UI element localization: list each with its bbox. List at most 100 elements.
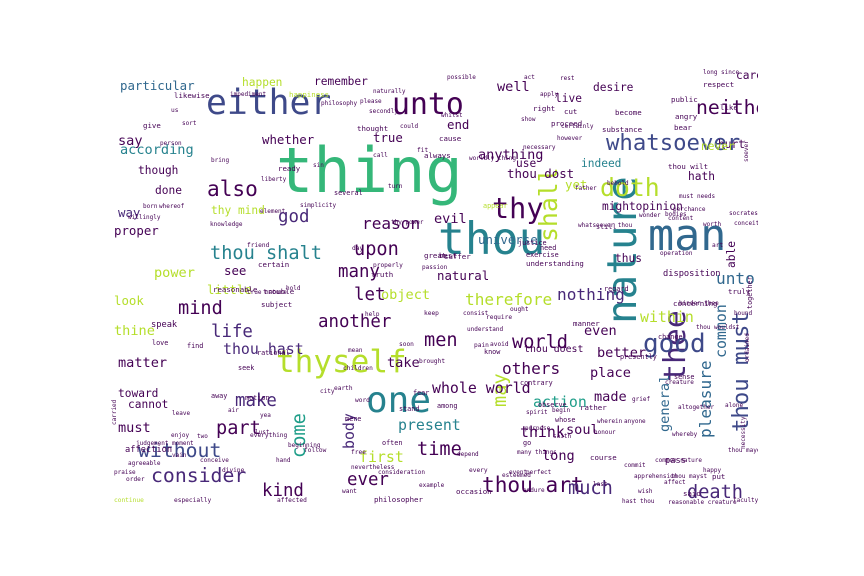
word-seek: seek <box>238 364 254 372</box>
word-worth: worth <box>703 221 721 228</box>
word-commit: commit <box>624 462 646 469</box>
word-speak: speak <box>151 320 178 330</box>
word-pass: pass <box>665 456 686 466</box>
word-hurt: hurt <box>718 138 745 151</box>
word-doth: doth <box>600 173 660 202</box>
word-affected: affected <box>277 497 307 504</box>
word-say: say <box>118 133 143 149</box>
word-let: let <box>354 285 385 305</box>
word-praise: praise <box>114 469 136 476</box>
word-anything: anything <box>478 147 543 163</box>
word-could: could <box>400 123 418 130</box>
word-thy-mind: thy mind <box>211 204 265 217</box>
word-toward: toward <box>118 387 158 400</box>
word-affection: affection <box>125 445 172 455</box>
word-honour: honour <box>594 429 616 436</box>
word-common: common <box>712 304 730 358</box>
word-rest: rest <box>560 75 575 82</box>
word-present: present <box>398 416 461 434</box>
word-upon: upon <box>354 239 399 260</box>
word-happiness: happiness <box>289 90 329 99</box>
word-either: either <box>206 83 331 123</box>
word-philosophy: philosophy <box>321 100 358 107</box>
word-conceive: conceive <box>200 457 229 464</box>
word-every: every <box>469 467 488 474</box>
word-example: example <box>419 482 445 489</box>
word-body: body <box>340 413 358 449</box>
word-put: put <box>712 472 725 481</box>
word-follow: follow <box>304 447 327 454</box>
word-time: time <box>417 439 462 460</box>
word-may: may <box>490 373 511 407</box>
word-faculty: faculty <box>733 497 758 504</box>
word-thou-mayst: thou mayst <box>671 473 708 480</box>
word-thou: thou <box>438 213 545 265</box>
word-likewise: likewise <box>174 91 210 100</box>
word-contrary: contrary <box>520 379 553 387</box>
word-sense: sense <box>674 373 694 381</box>
word-please: please <box>360 98 382 105</box>
word-yet: yet <box>565 177 587 192</box>
word-ought: ought <box>510 306 529 313</box>
word-thy: thy <box>492 192 543 225</box>
word-creature: creature <box>665 379 694 386</box>
word-matter: matter <box>118 355 167 371</box>
word-together: together <box>746 276 754 309</box>
word-yea: yea <box>260 412 271 419</box>
word-general: general <box>657 375 673 432</box>
word-thee: thee <box>658 310 693 382</box>
word-fit: fit <box>417 147 428 154</box>
word-hinder-thee: hinder thee <box>679 300 719 307</box>
word-rational: rational <box>257 349 290 357</box>
word-indeed: indeed <box>581 157 621 170</box>
word-cannot: cannot <box>128 398 168 411</box>
word-simplicity: simplicity <box>300 202 337 209</box>
word-said: said <box>683 489 701 498</box>
word-friend: friend <box>247 242 270 249</box>
word-knowledge: knowledge <box>210 221 243 228</box>
word-world: world <box>512 332 568 353</box>
word-act: act <box>524 74 535 81</box>
word-like: like <box>720 103 738 112</box>
word-everything: everything <box>250 432 288 439</box>
word-nothing: nothing <box>557 285 625 304</box>
word-better: better <box>597 345 646 361</box>
word-proceed: proceed <box>551 119 582 128</box>
word-born: born <box>143 203 158 210</box>
word-art: art <box>712 242 723 249</box>
word-done: done <box>155 184 182 197</box>
word-regard: regard <box>604 285 629 293</box>
word-bodies: bodies <box>665 211 687 218</box>
word-philosopher: philosopher <box>374 495 423 504</box>
word-ordained: ordained <box>744 333 751 362</box>
word-word: word <box>355 397 370 404</box>
word-must: must <box>118 420 151 436</box>
word-avoid: avoid <box>490 341 509 348</box>
word-find: find <box>187 342 203 350</box>
word-consider: consider <box>151 464 246 487</box>
word-one: one <box>366 380 431 421</box>
word-exercise: exercise <box>526 251 559 259</box>
word-sort: sort <box>182 120 197 127</box>
word-way: way <box>118 205 140 220</box>
word-trouble: trouble <box>263 287 295 296</box>
word-universe: universe <box>478 232 538 247</box>
word-right: right <box>533 104 555 113</box>
word-thy-power: thy power <box>391 219 424 226</box>
word-go: go <box>523 439 531 447</box>
word-take: take <box>387 355 420 371</box>
word-wonder: wonder <box>639 212 661 219</box>
word-properly: properly <box>373 262 403 269</box>
word-object: object <box>381 287 430 303</box>
word-moment: moment <box>172 440 194 447</box>
word-away: away <box>211 392 227 400</box>
word-look: look <box>114 293 144 308</box>
word-turn: turn <box>388 183 403 190</box>
word-happy: happy <box>703 467 721 474</box>
word-must-needs: must needs <box>679 193 716 200</box>
word-father: father <box>575 185 597 192</box>
word-air: air <box>228 407 239 414</box>
word-whilst: whilst <box>441 112 463 119</box>
word-agreeable: agreeable <box>128 460 161 467</box>
word-nature: nature <box>598 176 646 324</box>
